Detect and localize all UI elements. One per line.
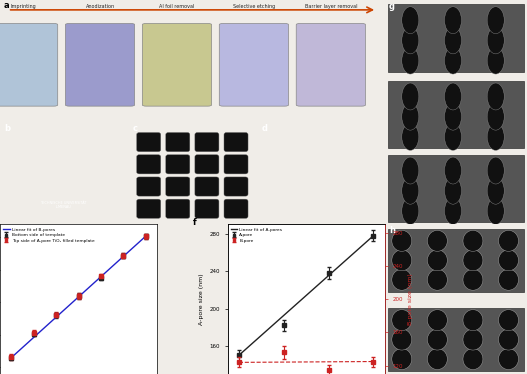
Text: Anodization: Anodization xyxy=(85,4,114,9)
Circle shape xyxy=(499,269,519,290)
Circle shape xyxy=(499,329,519,350)
Circle shape xyxy=(427,250,447,271)
Legend: Linear fit of B-pores, Bottom side of template, Top side of A-pore TiO₂ filled t: Linear fit of B-pores, Bottom side of te… xyxy=(2,227,95,243)
Y-axis label: B-pore size (nm): B-pore size (nm) xyxy=(408,273,413,325)
Circle shape xyxy=(444,47,462,74)
Circle shape xyxy=(463,269,483,290)
Circle shape xyxy=(463,329,483,350)
Circle shape xyxy=(402,177,419,204)
Circle shape xyxy=(487,103,504,130)
Circle shape xyxy=(392,230,412,251)
Text: f: f xyxy=(193,218,197,227)
Circle shape xyxy=(402,83,419,110)
Text: h: h xyxy=(389,226,395,235)
Circle shape xyxy=(427,310,447,331)
Circle shape xyxy=(392,250,412,271)
Text: b: b xyxy=(4,125,10,134)
FancyBboxPatch shape xyxy=(387,81,524,148)
Circle shape xyxy=(487,27,504,54)
Circle shape xyxy=(444,27,462,54)
FancyBboxPatch shape xyxy=(136,132,161,152)
Circle shape xyxy=(487,177,504,204)
Circle shape xyxy=(487,123,504,150)
Circle shape xyxy=(427,230,447,251)
Circle shape xyxy=(487,47,504,74)
Text: g: g xyxy=(389,2,395,11)
FancyBboxPatch shape xyxy=(136,155,161,174)
Circle shape xyxy=(499,310,519,331)
Circle shape xyxy=(463,310,483,331)
FancyBboxPatch shape xyxy=(224,155,248,174)
Circle shape xyxy=(444,177,462,204)
FancyBboxPatch shape xyxy=(195,155,219,174)
FancyBboxPatch shape xyxy=(387,4,524,72)
Circle shape xyxy=(463,250,483,271)
Circle shape xyxy=(487,157,504,184)
Circle shape xyxy=(402,157,419,184)
Circle shape xyxy=(402,27,419,54)
Y-axis label: A-pore size (nm): A-pore size (nm) xyxy=(199,273,204,325)
Text: Selective etching: Selective etching xyxy=(233,4,275,9)
FancyBboxPatch shape xyxy=(166,132,190,152)
Text: d: d xyxy=(262,125,268,134)
Circle shape xyxy=(444,103,462,130)
Circle shape xyxy=(427,329,447,350)
Circle shape xyxy=(444,83,462,110)
Circle shape xyxy=(499,230,519,251)
Text: Al foil removal: Al foil removal xyxy=(159,4,194,9)
Circle shape xyxy=(402,123,419,150)
Text: a: a xyxy=(4,1,9,10)
Circle shape xyxy=(444,157,462,184)
FancyBboxPatch shape xyxy=(195,132,219,152)
FancyBboxPatch shape xyxy=(219,24,289,106)
FancyBboxPatch shape xyxy=(387,229,524,292)
FancyBboxPatch shape xyxy=(0,24,57,106)
Circle shape xyxy=(392,269,412,290)
FancyBboxPatch shape xyxy=(195,177,219,196)
Text: Imprinting: Imprinting xyxy=(10,4,36,9)
Circle shape xyxy=(427,269,447,290)
Circle shape xyxy=(427,349,447,370)
Text: c: c xyxy=(133,125,138,134)
Legend: Linear fit of A-pores, A-pore, B-pore: Linear fit of A-pores, A-pore, B-pore xyxy=(230,227,283,243)
Circle shape xyxy=(463,230,483,251)
Circle shape xyxy=(392,329,412,350)
Circle shape xyxy=(463,349,483,370)
Circle shape xyxy=(392,349,412,370)
Text: Barrier layer removal: Barrier layer removal xyxy=(305,4,357,9)
FancyBboxPatch shape xyxy=(142,24,212,106)
Circle shape xyxy=(402,103,419,130)
Circle shape xyxy=(444,7,462,34)
FancyBboxPatch shape xyxy=(296,24,366,106)
FancyBboxPatch shape xyxy=(65,24,134,106)
FancyBboxPatch shape xyxy=(166,177,190,196)
FancyBboxPatch shape xyxy=(195,199,219,218)
Circle shape xyxy=(499,250,519,271)
Circle shape xyxy=(487,7,504,34)
Circle shape xyxy=(487,83,504,110)
Circle shape xyxy=(444,197,462,224)
FancyBboxPatch shape xyxy=(387,155,524,222)
Circle shape xyxy=(392,310,412,331)
FancyBboxPatch shape xyxy=(224,177,248,196)
FancyBboxPatch shape xyxy=(166,199,190,218)
FancyBboxPatch shape xyxy=(387,308,524,371)
Circle shape xyxy=(402,197,419,224)
FancyBboxPatch shape xyxy=(224,132,248,152)
Circle shape xyxy=(402,7,419,34)
FancyBboxPatch shape xyxy=(136,199,161,218)
Circle shape xyxy=(487,197,504,224)
FancyBboxPatch shape xyxy=(136,177,161,196)
Circle shape xyxy=(444,123,462,150)
Text: TECHNISCHE UNIVERSITÄT
ILMENAU: TECHNISCHE UNIVERSITÄT ILMENAU xyxy=(40,201,86,209)
FancyBboxPatch shape xyxy=(224,199,248,218)
FancyBboxPatch shape xyxy=(166,155,190,174)
Circle shape xyxy=(402,47,419,74)
Circle shape xyxy=(499,349,519,370)
